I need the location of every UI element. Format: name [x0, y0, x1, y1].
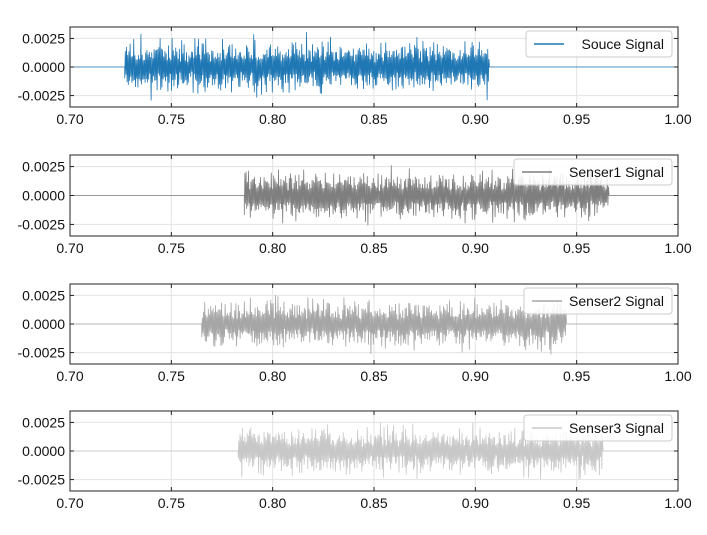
x-tick-label: 1.00	[664, 111, 691, 127]
legend: Souce Signal	[525, 30, 673, 58]
legend: Senser3 Signal	[523, 414, 673, 442]
x-tick-label: 0.85	[360, 240, 387, 256]
y-tick-label: 0.0000	[22, 59, 65, 75]
legend-box	[523, 414, 673, 442]
legend-label: Senser3 Signal	[569, 420, 664, 436]
panel-1: 0.70 0.75 0.80 0.85 0.90 0.95 1.00 0.0025 0.0000…	[18, 26, 692, 127]
y-tick-label: -0.0025	[18, 472, 66, 488]
x-tick-label: 0.80	[259, 495, 286, 511]
x-tick-label: 0.75	[158, 240, 185, 256]
y-tick-label: 0.0025	[22, 30, 65, 46]
x-tick-label: 0.95	[563, 240, 590, 256]
legend-box	[525, 30, 673, 58]
x-tick-label: 0.70	[56, 240, 83, 256]
y-tick-label: -0.0025	[18, 88, 66, 104]
x-tick-label: 0.95	[563, 495, 590, 511]
y-tick-label: 0.0000	[22, 188, 65, 204]
x-tick-label: 0.75	[158, 111, 185, 127]
x-tick-label: 0.80	[259, 368, 286, 384]
y-tick-label: 0.0025	[22, 287, 65, 303]
legend-label: Senser1 Signal	[569, 164, 664, 180]
legend: Senser1 Signal	[513, 158, 673, 186]
x-tick-label: 0.85	[360, 111, 387, 127]
x-tick-label: 0.80	[259, 240, 286, 256]
x-tick-label: 0.85	[360, 495, 387, 511]
x-tick-label: 1.00	[664, 240, 691, 256]
signal-line-4	[70, 422, 678, 480]
x-tick-label: 1.00	[664, 495, 691, 511]
x-tick-label: 0.70	[56, 368, 83, 384]
signal-line-1	[70, 32, 678, 101]
legend-box	[523, 287, 673, 315]
x-tick-label: 0.85	[360, 368, 387, 384]
panel-4: 0.70 0.75 0.80 0.85 0.90 0.95 1.00 0.0025 0.0000…	[18, 410, 692, 511]
x-tick-label: 0.80	[259, 111, 286, 127]
x-tick-label: 0.90	[462, 495, 489, 511]
x-tick-label: 0.90	[462, 111, 489, 127]
x-tick-label: 0.70	[56, 111, 83, 127]
x-tick-label: 1.00	[664, 368, 691, 384]
x-tick-label: 0.75	[158, 495, 185, 511]
y-tick-label: 0.0025	[22, 159, 65, 175]
y-tick-label: -0.0025	[18, 345, 66, 361]
x-tick-label: 0.95	[563, 111, 590, 127]
panel-2: 0.70 0.75 0.80 0.85 0.90 0.95 1.00 0.0025 0.0000…	[18, 154, 692, 256]
y-tick-label: 0.0000	[22, 316, 65, 332]
y-tick-label: 0.0025	[22, 414, 65, 430]
x-tick-label: 0.90	[462, 368, 489, 384]
x-tick-label: 0.70	[56, 495, 83, 511]
legend-box	[513, 158, 673, 186]
x-tick-label: 0.95	[563, 368, 590, 384]
x-tick-label: 0.75	[158, 368, 185, 384]
legend: Senser2 Signal	[523, 287, 673, 315]
x-tick-label: 0.90	[462, 240, 489, 256]
y-tick-label: -0.0025	[18, 216, 66, 232]
y-tick-label: 0.0000	[22, 443, 65, 459]
signal-line-3	[70, 295, 678, 355]
legend-label: Senser2 Signal	[569, 293, 664, 309]
legend-label: Souce Signal	[581, 36, 664, 52]
panel-3: 0.70 0.75 0.80 0.85 0.90 0.95 1.00 0.0025 0.0000…	[18, 283, 692, 384]
